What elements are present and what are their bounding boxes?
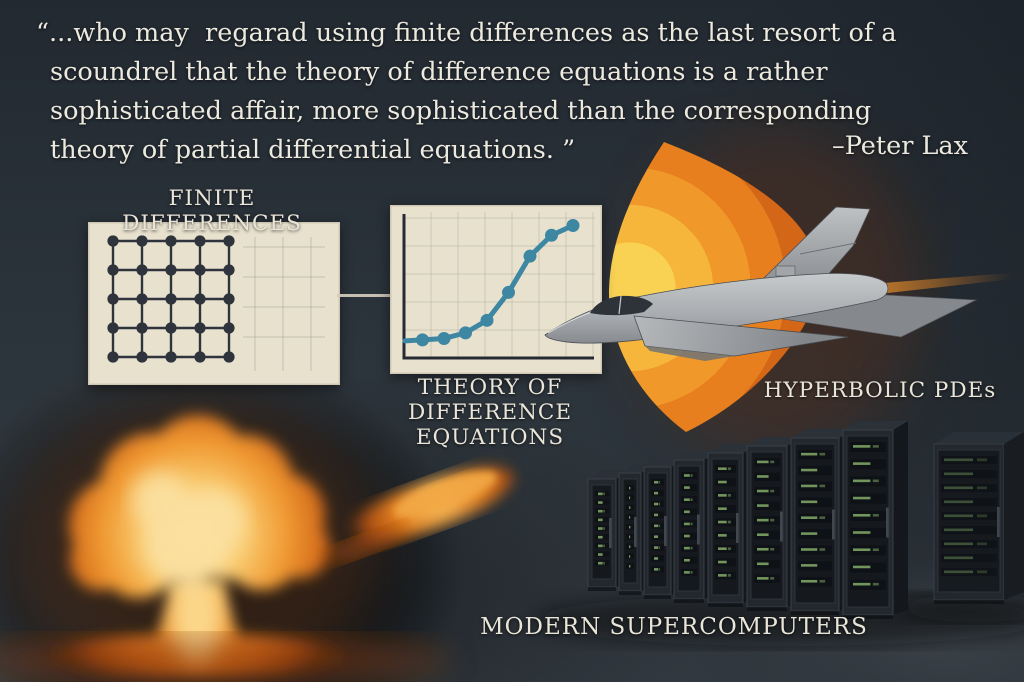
server-rack [790,429,854,615]
difference-equations-chart-panel [390,205,602,374]
quote-attribution: –Peter Lax [832,131,969,161]
server-rack [618,464,656,595]
tail-fin [763,206,871,286]
fighter-jet-illustration [544,206,1013,361]
finite-differences-panel [88,222,340,385]
label-theory-of-difference-equations: THEORY OF DIFFERENCE EQUATIONS [340,375,640,450]
near-wing [633,315,849,357]
server-rack [587,470,631,591]
label-theory-line-1: THEORY OF [417,375,563,400]
label-theory-line-2: DIFFERENCE EQUATIONS [407,400,573,450]
far-wing [769,288,978,338]
label-modern-supercomputers: MODERN SUPERCOMPUTERS [480,614,868,640]
server-rack [643,458,686,599]
server-rack [746,437,802,611]
server-racks-illustration [535,421,1024,646]
discretization-grid-figure [107,235,325,371]
growth-line-chart [402,212,595,360]
label-finite-differences: FINITE DIFFERENCES [122,186,302,236]
quote-block: “...who may regarad using finite differe… [36,14,976,170]
server-rack [842,421,908,619]
label-hyperbolic-pdes: HYPERBOLIC PDEs [763,378,997,403]
quote-line-4: theory of partial differential equations… [50,135,576,165]
flame-wisp [325,467,514,562]
server-rack [673,451,719,603]
shockwave-illustration [608,127,920,457]
exhaust-streak [858,273,1013,296]
quote-line-2: scoundrel that the theory of difference … [50,57,828,87]
quote-line-1: “...who may regarad using finite differe… [36,18,897,48]
server-rack [933,432,1024,604]
connector-line [337,294,391,297]
server-rack [707,444,758,607]
quote-line-3: sophisticated affair, more sophisticated… [50,96,872,126]
